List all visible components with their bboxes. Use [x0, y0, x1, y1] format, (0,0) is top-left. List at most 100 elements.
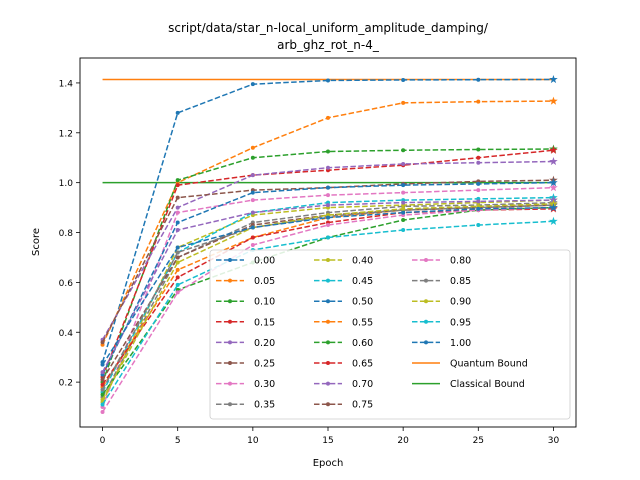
legend: 0.00 0.05 0.10 0.15 0.20 0.25 0.30 0.35 0.40 0.45…: [209, 249, 571, 420]
legend-item-0.20: 0.20: [216, 338, 275, 349]
data-point: [175, 245, 180, 250]
data-point: [175, 275, 180, 280]
legend-marker: [424, 278, 428, 283]
legend-item-0.50: 0.50: [314, 297, 373, 308]
series-end-star: [549, 96, 558, 105]
series-end-star: [549, 183, 558, 192]
x-tick-label: 25: [473, 436, 484, 446]
legend-marker: [228, 258, 232, 262]
legend-marker: [326, 402, 330, 407]
data-point: [401, 190, 406, 195]
data-point: [250, 173, 255, 178]
data-point: [175, 195, 180, 200]
data-point: [100, 387, 105, 392]
data-point: [175, 260, 180, 265]
legend-marker: [228, 402, 232, 407]
legend-label: 0.70: [352, 379, 373, 390]
data-point: [401, 206, 406, 211]
data-point: [175, 220, 180, 225]
data-point: [250, 242, 255, 247]
legend-item-0.45: 0.45: [314, 276, 373, 287]
x-tick-label: 5: [175, 436, 181, 446]
legend-item-0.90: 0.90: [412, 297, 471, 308]
data-point: [100, 377, 105, 382]
data-point: [250, 155, 255, 160]
data-point: [175, 282, 180, 287]
legend-item-0.30: 0.30: [216, 379, 275, 390]
data-point: [175, 290, 180, 295]
data-point: [100, 402, 105, 407]
y-tick-label: 1.4: [59, 79, 74, 89]
y-axis-label: Score: [31, 228, 42, 256]
data-point: [476, 147, 481, 152]
data-point: [175, 110, 180, 115]
series-end-star: [549, 216, 558, 225]
x-tick-label: 30: [548, 436, 560, 446]
legend-label: 0.35: [254, 400, 275, 411]
series-0.00: [100, 74, 558, 365]
legend-box: [209, 249, 571, 420]
legend-marker: [424, 340, 428, 345]
legend-label: 0.15: [254, 317, 275, 328]
data-point: [476, 77, 481, 82]
data-point: [326, 203, 330, 208]
legend-label: 0.75: [352, 400, 373, 411]
data-point: [401, 218, 406, 223]
data-point: [175, 210, 180, 215]
y-tick-label: 0.8: [59, 229, 74, 239]
legend-label: 0.60: [352, 338, 373, 349]
plot-area: [100, 74, 558, 415]
legend-label: 1.00: [450, 338, 471, 349]
data-point: [326, 223, 330, 228]
data-point: [401, 100, 406, 105]
data-point: [476, 155, 481, 160]
legend-label: 0.55: [352, 317, 373, 328]
legend-item-0.70: 0.70: [314, 379, 373, 390]
series-0.50: [100, 178, 558, 377]
legend-marker: [326, 278, 330, 283]
data-point: [250, 145, 255, 150]
legend-marker: [326, 319, 330, 324]
legend-label: 0.00: [254, 256, 275, 267]
legend-marker: [228, 361, 232, 365]
data-point: [326, 78, 330, 83]
legend-label: 0.10: [254, 297, 275, 308]
series-end-star: [549, 156, 558, 166]
legend-marker: [228, 299, 232, 304]
legend-marker: [228, 340, 232, 345]
legend-label: 0.20: [254, 338, 275, 349]
legend-label: 0.45: [352, 276, 373, 287]
data-point: [250, 190, 255, 195]
legend-label: Quantum Bound: [450, 359, 528, 370]
x-tick-label: 20: [397, 436, 409, 446]
data-point: [326, 165, 330, 170]
legend-marker: [326, 258, 330, 262]
legend-item-0.85: 0.85: [412, 276, 471, 287]
data-point: [175, 250, 180, 255]
data-point: [250, 225, 255, 230]
legend-item-0.65: 0.65: [314, 359, 373, 370]
legend-item-0.75: 0.75: [314, 400, 373, 411]
legend-item-0.25: 0.25: [216, 359, 275, 370]
legend-marker: [326, 340, 330, 345]
legend-label: 0.05: [254, 276, 275, 287]
legend-item-0.15: 0.15: [216, 317, 275, 328]
data-point: [476, 206, 481, 211]
data-point: [250, 82, 255, 87]
x-axis: 0 5 10 15 20 25 30: [100, 427, 560, 446]
legend-item-0.40: 0.40: [314, 256, 373, 267]
data-point: [401, 183, 406, 188]
legend-marker: [326, 299, 330, 304]
legend-label: 0.90: [450, 297, 471, 308]
data-point: [100, 362, 105, 367]
data-point: [250, 210, 255, 215]
data-point: [100, 382, 105, 387]
data-point: [175, 267, 180, 272]
legend-item-quantum-bound: Quantum Bound: [412, 359, 528, 370]
legend-marker: [326, 361, 330, 365]
data-point: [476, 223, 481, 228]
y-tick-label: 1.2: [59, 129, 73, 139]
series-end-star: [549, 145, 558, 154]
data-point: [100, 392, 105, 397]
data-point: [476, 160, 481, 165]
